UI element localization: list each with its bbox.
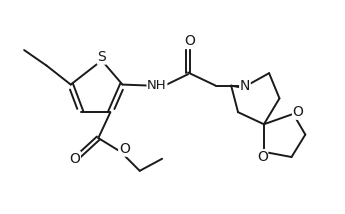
Text: O: O bbox=[257, 150, 268, 164]
Text: O: O bbox=[185, 34, 196, 48]
Text: NH: NH bbox=[147, 79, 167, 92]
Text: N: N bbox=[240, 79, 250, 93]
Text: O: O bbox=[119, 142, 130, 156]
Text: S: S bbox=[97, 50, 106, 64]
Text: O: O bbox=[293, 105, 304, 119]
Text: O: O bbox=[69, 152, 80, 166]
